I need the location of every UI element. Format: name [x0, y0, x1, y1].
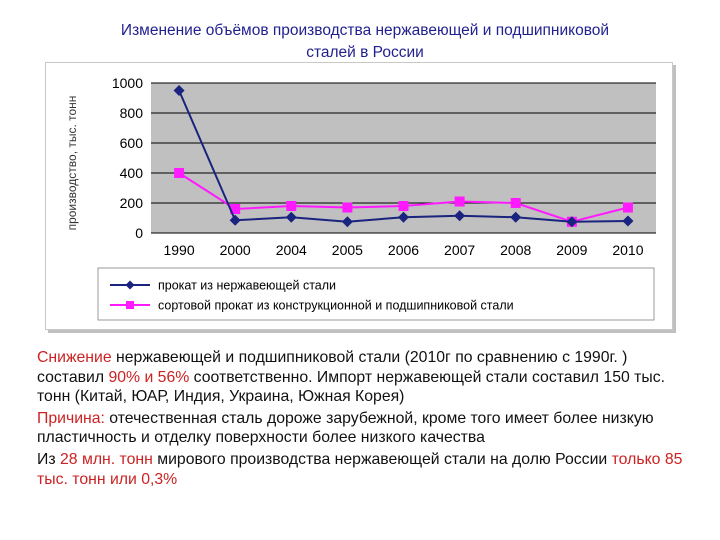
data-point	[454, 210, 466, 222]
page-title: Изменение объёмов производства нержавеющ…	[40, 20, 690, 64]
highlight-percent: 90% и 56%	[108, 368, 190, 386]
data-point	[510, 198, 521, 208]
legend: прокат из нержавеющей стали сортовой прок…	[110, 279, 514, 313]
x-tick-label: 2010	[612, 242, 643, 258]
x-tick-label: 2005	[332, 242, 363, 258]
text-fragment: мирового производства нержавеющей стали …	[152, 450, 612, 468]
series-1	[173, 85, 634, 228]
text-fragment: нержавеющей и подшипниковой стали (2010г…	[37, 349, 628, 386]
x-tick-labels: 1990 2000 2004 2005 2006 2007 2008 2009 2010	[163, 242, 643, 258]
data-point	[286, 201, 297, 211]
paragraph-share: Из 28 млн. тонн мирового производства не…	[37, 450, 687, 489]
text-fragment: Из	[37, 450, 60, 468]
series-layer	[173, 85, 634, 228]
data-point	[229, 214, 241, 226]
x-tick-label: 2009	[556, 242, 587, 258]
text-fragment: соответственно. Импорт нержавеющей стали…	[37, 368, 666, 406]
legend-label: сортовой прокат из конструкционной и под…	[158, 299, 514, 313]
paragraph-decline: Снижение нержавеющей и подшипниковой ста…	[37, 348, 687, 407]
data-point	[398, 211, 409, 223]
data-point	[125, 280, 135, 290]
data-point	[398, 201, 409, 211]
legend-entry: прокат из нержавеющей стали	[110, 279, 336, 293]
y-tick-label: 800	[120, 105, 144, 121]
highlight-world-total: 28 млн. тонн	[60, 450, 153, 468]
highlight-reason: Причина:	[37, 409, 105, 427]
data-point	[622, 215, 634, 227]
data-point	[126, 301, 134, 309]
data-point	[174, 168, 185, 178]
y-tick-label: 200	[120, 195, 144, 211]
data-point	[285, 211, 297, 223]
y-tick-label: 400	[120, 165, 144, 181]
y-axis-label: производство, тыс. тонн	[65, 96, 79, 231]
data-point	[622, 202, 633, 213]
legend-label: прокат из нержавеющей стали	[158, 279, 336, 293]
text-block: Снижение нержавеющей и подшипниковой ста…	[37, 348, 687, 491]
data-point	[341, 216, 353, 228]
x-tick-label: 2007	[444, 242, 475, 258]
data-point	[230, 204, 241, 214]
highlight-decline: Снижение	[37, 349, 112, 366]
title-line-1: Изменение объёмов производства нержавеющ…	[120, 22, 610, 39]
y-tick-label: 1000	[112, 75, 143, 91]
data-point	[173, 85, 185, 96]
x-tick-label: 2006	[388, 242, 419, 258]
legend-box	[97, 267, 655, 321]
data-point	[454, 196, 465, 207]
text-fragment: отечественная сталь дороже зарубежной, к…	[37, 409, 654, 447]
paragraph-reason: Причина: отечественная сталь дороже зару…	[37, 409, 687, 448]
y-tick-label: 600	[120, 135, 144, 151]
data-point	[342, 202, 353, 213]
line-chart: 0 200 400 600 800 1000 1990 2000 2004 2005 2006 20…	[65, 75, 656, 321]
legend-entry: сортовой прокат из конструкционной и под…	[110, 299, 514, 313]
highlight-russia-share: только 85 тыс. тонн или 0,3%	[37, 450, 683, 488]
x-tick-label: 2004	[276, 242, 307, 258]
data-point	[566, 216, 578, 228]
title-line-2: сталей в России	[306, 44, 424, 61]
x-tick-label: 2008	[500, 242, 531, 258]
x-tick-label: 2000	[220, 242, 251, 258]
data-point	[510, 211, 522, 223]
chart-frame: 0 200 400 600 800 1000 1990 2000 2004 2005 2006 20…	[45, 62, 673, 330]
y-tick-label: 0	[135, 225, 143, 241]
y-tick-labels: 0 200 400 600 800 1000	[112, 75, 143, 241]
x-tick-label: 1990	[163, 242, 194, 258]
